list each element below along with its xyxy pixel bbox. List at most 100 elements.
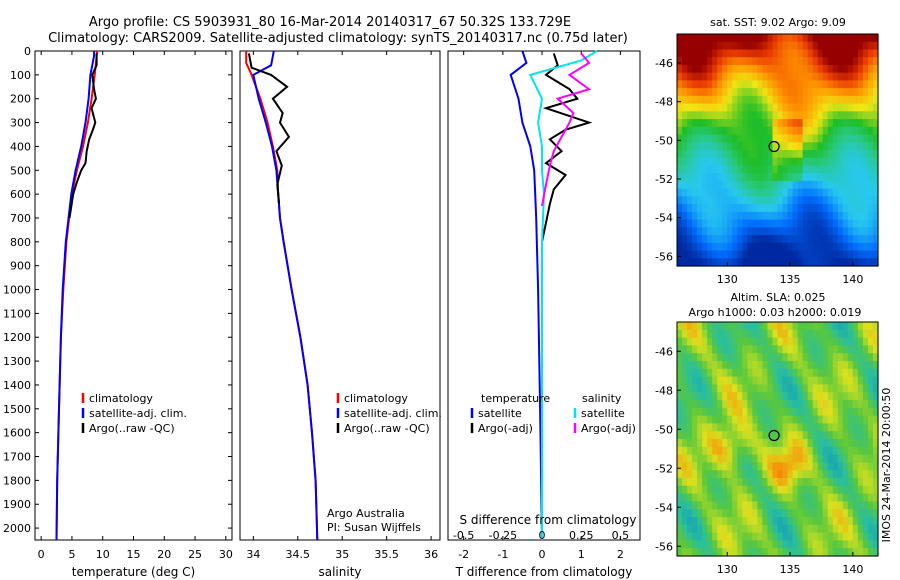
- map-cell: [707, 439, 713, 448]
- map-cell: [782, 119, 789, 128]
- map-cell: [872, 322, 879, 331]
- map-cell: [682, 345, 688, 354]
- map-cell: [687, 501, 693, 510]
- map-cell: [837, 454, 844, 463]
- map-cell: [677, 368, 683, 378]
- map-cell: [722, 227, 728, 236]
- map-cell: [867, 134, 874, 143]
- map-cell: [777, 64, 784, 74]
- map-cell: [862, 80, 869, 89]
- map-cell: [707, 157, 713, 167]
- map-cell: [842, 376, 849, 385]
- map-cell: [752, 134, 759, 143]
- legend-title-temp: temperature: [481, 392, 550, 405]
- map-cell: [737, 384, 743, 393]
- map-cell: [872, 368, 879, 378]
- map-cell: [862, 493, 869, 502]
- map-cell: [767, 415, 774, 424]
- map-cell: [712, 211, 718, 221]
- map-cell: [712, 446, 718, 456]
- map-cell: [852, 95, 859, 105]
- map-cell: [872, 470, 879, 479]
- map-cell: [752, 119, 759, 128]
- map-cell: [757, 119, 764, 128]
- map-cell: [802, 142, 809, 151]
- map-cell: [692, 250, 698, 259]
- map-cell: [837, 188, 844, 197]
- map-cell: [817, 368, 824, 378]
- map-cell: [737, 204, 743, 213]
- map-cell: [737, 361, 743, 370]
- map-cell: [772, 88, 779, 97]
- map-cell: [787, 34, 794, 43]
- map-cell: [732, 111, 738, 120]
- map-cell: [767, 41, 774, 51]
- map-cell: [677, 337, 683, 346]
- map-cell: [837, 509, 844, 518]
- map-cell: [722, 470, 728, 479]
- map-cell: [687, 454, 693, 463]
- map-cell: [832, 173, 839, 182]
- map-cell: [682, 111, 688, 120]
- map-cell: [807, 524, 814, 534]
- map-cell: [692, 423, 698, 432]
- map-cell: [852, 501, 859, 510]
- map-cell: [717, 88, 723, 97]
- map-cell: [722, 157, 728, 167]
- map-cell: [872, 41, 879, 51]
- map-cell: [817, 157, 824, 167]
- map-cell: [722, 211, 728, 221]
- map-cell: [777, 524, 784, 534]
- map-cell: [742, 57, 748, 66]
- map-cell: [712, 322, 718, 331]
- map-cell: [737, 157, 743, 167]
- map-cell: [832, 134, 839, 143]
- map-cell: [752, 384, 759, 393]
- map-cell: [852, 345, 859, 354]
- map-cell: [747, 34, 753, 43]
- map-cell: [722, 134, 728, 143]
- map-cell: [787, 188, 794, 197]
- map-cell: [782, 517, 789, 526]
- map-cell: [772, 454, 779, 463]
- map-cell: [817, 485, 824, 495]
- map-cell: [727, 103, 733, 112]
- map-cell: [677, 204, 683, 213]
- map-cell: [742, 407, 748, 417]
- map-cell: [742, 211, 748, 221]
- map-cell: [827, 119, 834, 128]
- map-cell: [727, 524, 733, 534]
- map-cell: [817, 392, 824, 401]
- map-cell: [722, 392, 728, 401]
- map-cell: [752, 88, 759, 97]
- map-cell: [717, 165, 723, 174]
- map-cell: [797, 501, 804, 510]
- map-cell: [852, 384, 859, 393]
- map-cell: [717, 196, 723, 205]
- map-cell: [792, 361, 799, 370]
- map-cell: [812, 49, 819, 58]
- map-cell: [787, 524, 794, 534]
- map-cell: [792, 80, 799, 89]
- map-cell: [807, 72, 814, 81]
- map-cell: [832, 119, 839, 128]
- map-cell: [677, 80, 683, 89]
- map-cell: [812, 400, 819, 409]
- map-cell: [802, 235, 809, 244]
- map-cell: [817, 64, 824, 74]
- map-cell: [812, 329, 819, 339]
- map-cell: [777, 103, 784, 112]
- map-cell: [707, 392, 713, 401]
- map-cell: [807, 95, 814, 105]
- map-cell: [767, 392, 774, 401]
- map-cell: [807, 88, 814, 97]
- map-cell: [812, 548, 819, 557]
- map-cell: [782, 329, 789, 339]
- map-cell: [747, 180, 753, 190]
- map-cell: [707, 361, 713, 370]
- map-cell: [817, 345, 824, 354]
- x-tick-label: 5: [68, 548, 75, 561]
- map-cell: [732, 41, 738, 51]
- map-cell: [707, 235, 713, 244]
